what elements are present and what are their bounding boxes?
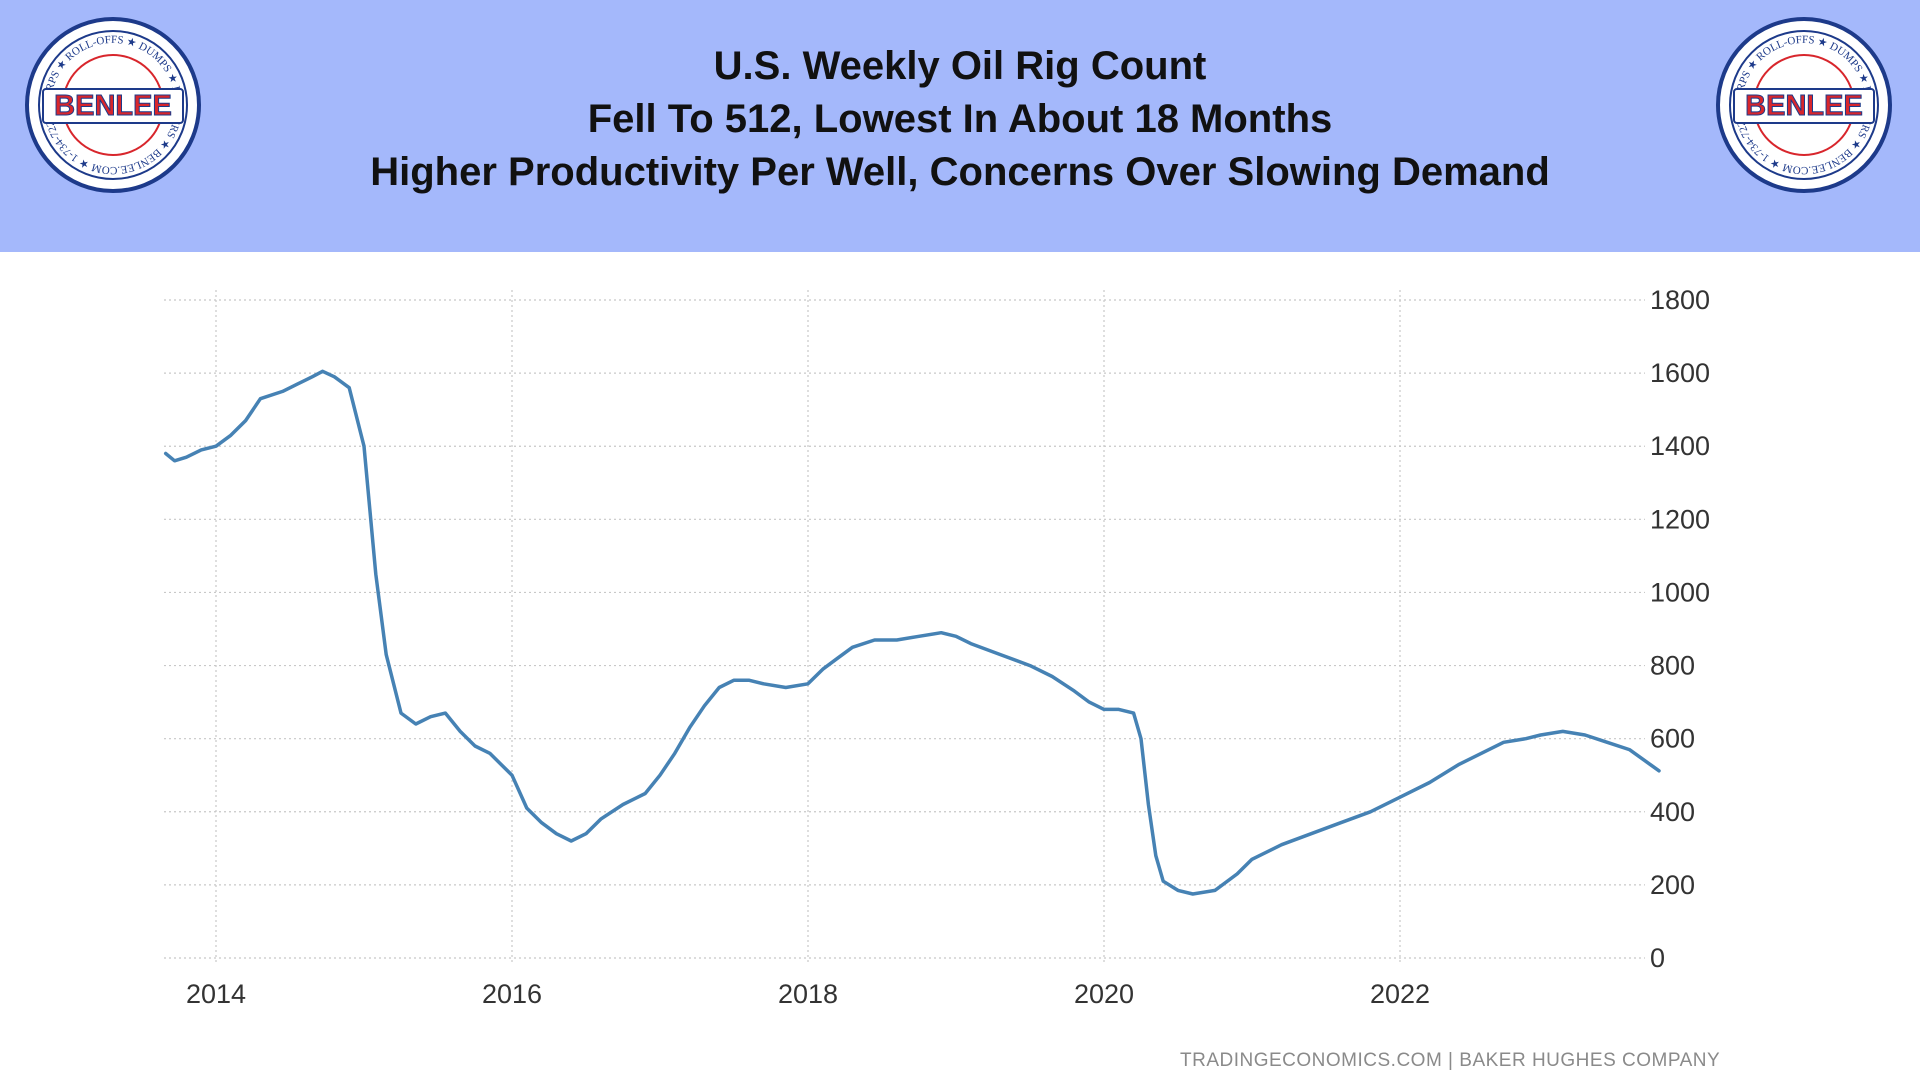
y-tick-label: 400	[1650, 797, 1695, 827]
y-tick-label: 200	[1650, 870, 1695, 900]
title-banner: U.S. Weekly Oil Rig Count Fell To 512, L…	[0, 0, 1920, 252]
y-tick-label: 1600	[1650, 358, 1710, 388]
x-axis-labels: 2014 2016 2018 2020 2022	[186, 979, 1430, 1009]
y-tick-label: 1000	[1650, 577, 1710, 607]
benlee-logo-right: TARPS ★ ROLL-OFFS ★ DUMPS ★ LUGGERS ★ BE…	[1716, 17, 1892, 193]
chart-area: 0 200 400 600 800 1000 1200 1400 1600 1800 2014 20…	[0, 252, 1920, 1081]
x-tick-label: 2020	[1074, 979, 1134, 1009]
y-tick-label: 1800	[1650, 285, 1710, 315]
logo-brand: BENLEE	[1745, 90, 1863, 122]
chart-title: U.S. Weekly Oil Rig Count Fell To 512, L…	[220, 40, 1700, 199]
benlee-logo-left: TARPS ★ ROLL-OFFS ★ DUMPS ★ LUGGERS ★ BE…	[25, 17, 201, 193]
source-credit: TRADINGECONOMICS.COM | BAKER HUGHES COMP…	[1180, 1050, 1721, 1071]
y-axis-labels: 0 200 400 600 800 1000 1200 1400 1600 1800	[1650, 285, 1710, 973]
series-line-0	[163, 369, 1661, 896]
x-tick-label: 2018	[778, 979, 838, 1009]
vertical-gridlines	[215, 290, 1401, 963]
y-tick-label: 0	[1650, 943, 1665, 973]
horizontal-gridlines	[164, 299, 1645, 959]
y-tick-label: 800	[1650, 651, 1695, 681]
title-line-3: Higher Productivity Per Well, Concerns O…	[370, 150, 1550, 194]
x-tick-label: 2022	[1370, 979, 1430, 1009]
series-group	[163, 369, 1661, 896]
title-line-2: Fell To 512, Lowest In About 18 Months	[587, 97, 1333, 141]
title-line-1: U.S. Weekly Oil Rig Count	[713, 44, 1207, 88]
logo-brand: BENLEE	[54, 90, 172, 122]
x-tick-label: 2014	[186, 979, 246, 1009]
y-tick-label: 600	[1650, 724, 1695, 754]
x-tick-label: 2016	[482, 979, 542, 1009]
y-tick-label: 1400	[1650, 431, 1710, 461]
y-tick-label: 1200	[1650, 504, 1710, 534]
